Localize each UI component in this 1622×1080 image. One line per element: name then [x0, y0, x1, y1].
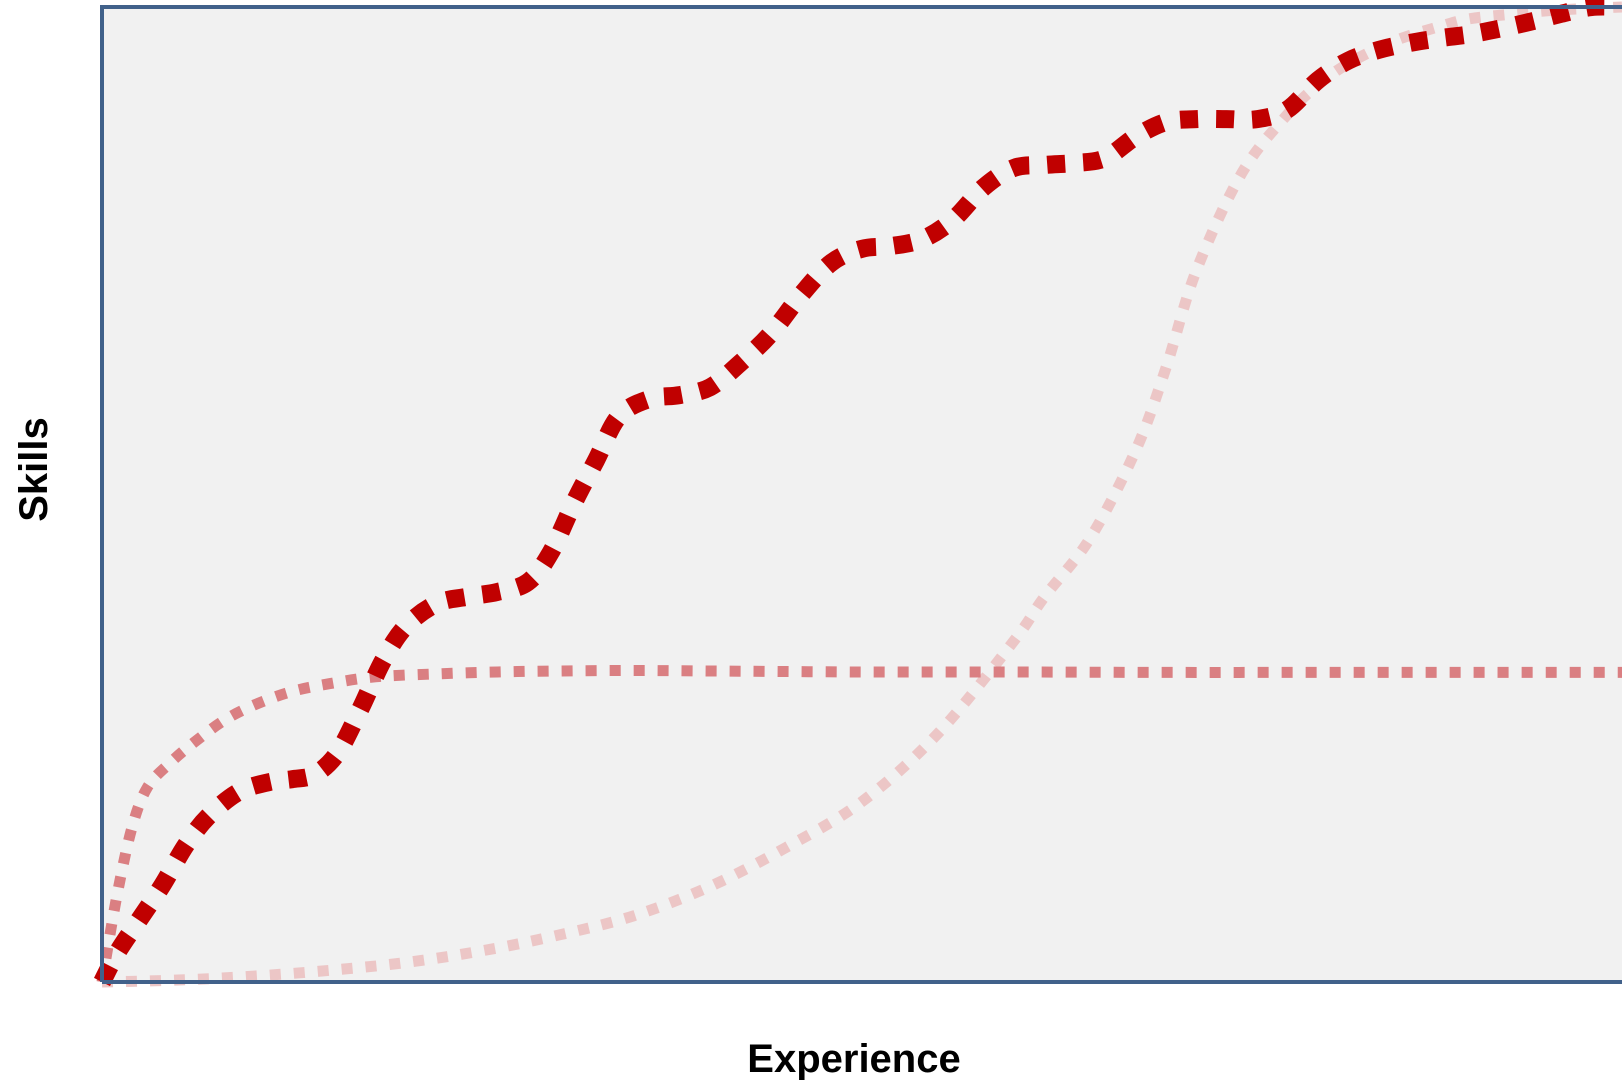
plot-area — [102, 7, 1622, 982]
series-group — [93, 0, 1622, 988]
series-line-1 — [101, 1, 1622, 988]
y-axis-title: Skills — [12, 417, 56, 522]
series-line-3 — [93, 0, 1622, 987]
x-axis-title: Experience — [747, 1037, 960, 1080]
axis-frame — [100, 5, 1622, 984]
series-line-2 — [96, 665, 1622, 983]
